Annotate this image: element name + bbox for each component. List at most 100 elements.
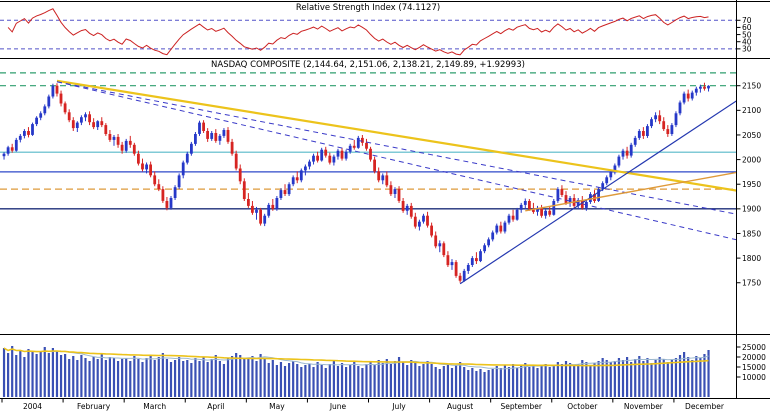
candle-body [523,201,527,205]
volume-ma-line [3,347,709,370]
candle-body [707,85,710,89]
candle-body [255,209,258,213]
price-axis-label: 1750 [742,279,761,288]
candle-body [108,134,112,140]
price-axis-label: 2050 [742,131,761,140]
candle-body [703,86,706,89]
candle-body [27,131,30,135]
candle-body [206,131,209,139]
candle-body [686,93,690,99]
rsi-plot-area [0,8,736,56]
candle-body [2,153,6,157]
month-label: March [143,402,166,411]
candle-body [18,135,22,140]
candle-body [507,215,511,223]
candle-body [267,204,271,216]
candle-body [556,189,560,201]
month-label: 2004 [23,402,42,411]
candle-body [100,121,104,126]
candle-body [548,210,552,215]
candle-body [80,117,83,123]
candle-body [625,150,629,156]
candle-body [401,201,405,211]
candle-body [320,149,324,161]
candle-body [560,189,564,195]
price-axis-label: 1950 [742,180,761,189]
trendline-major-descending-yellow [56,79,736,192]
candle-body [597,189,600,201]
candle-body [153,175,157,185]
rsi-axis-label: 60 [742,23,752,32]
candle-body [613,165,617,172]
trendline-descending-dashed-inner [56,81,736,215]
candle-body [381,175,385,181]
candle-body [132,144,136,154]
candle-body [654,115,657,120]
candle-body [275,198,279,209]
candle-body [242,181,246,199]
candle-body [104,125,108,134]
candle-body [149,164,152,176]
candle-body [128,140,132,145]
candle-body [141,163,144,170]
volume-plot-area [2,346,710,397]
candle-body [670,125,674,134]
candle-body [336,150,340,157]
candle-body [218,135,222,141]
candle-body [55,85,59,94]
volume-axis-label: 15000 [742,363,766,372]
candle-body [299,170,303,181]
month-label: June [329,402,347,411]
candle-body [251,205,254,213]
candle-body [259,209,262,224]
candle-body [568,198,572,203]
candle-body [397,189,401,201]
candle-body [222,130,226,136]
candle-body [418,221,421,227]
candle-body [332,156,336,163]
candle-body [678,102,682,114]
price-axis-label: 2000 [742,155,761,164]
candle-body [438,243,442,247]
candle-body [185,153,189,163]
candle-body [377,171,381,181]
candle-body [6,147,10,154]
trendline-descending-dashed-steep [56,81,736,241]
candle-body [503,222,507,232]
candle-body [181,162,185,176]
candle-body [116,136,120,145]
candle-body [389,185,393,195]
price-plot-area [0,72,736,285]
volume-axis-label: 25000 [742,343,766,352]
candle-body [442,243,446,256]
candle-body [515,209,519,220]
candle-body [450,262,454,266]
candle-body [446,255,450,266]
candle-body [356,137,360,148]
candle-body [247,199,250,206]
candle-body [629,144,633,156]
candle-body [385,175,389,186]
candle-body [226,130,230,142]
candle-body [540,207,543,216]
candle-body [544,210,547,216]
candle-body [283,190,287,194]
candle-body [88,114,91,123]
candle-body [580,200,584,208]
candle-body [263,215,267,224]
price-axis-label: 1850 [742,229,761,238]
candle-body [51,85,55,97]
candle-body [71,120,75,129]
candle-body [67,112,71,121]
rsi-axis-label: 30 [742,45,752,54]
candle-body [112,136,116,140]
candle-body [470,258,474,265]
candle-body [430,225,433,236]
candle-body [31,124,34,135]
candle-body [373,159,376,172]
candle-body [405,205,409,211]
candle-body [483,245,486,252]
volume-axis-label: 10000 [742,373,766,382]
candle-body [96,121,100,128]
